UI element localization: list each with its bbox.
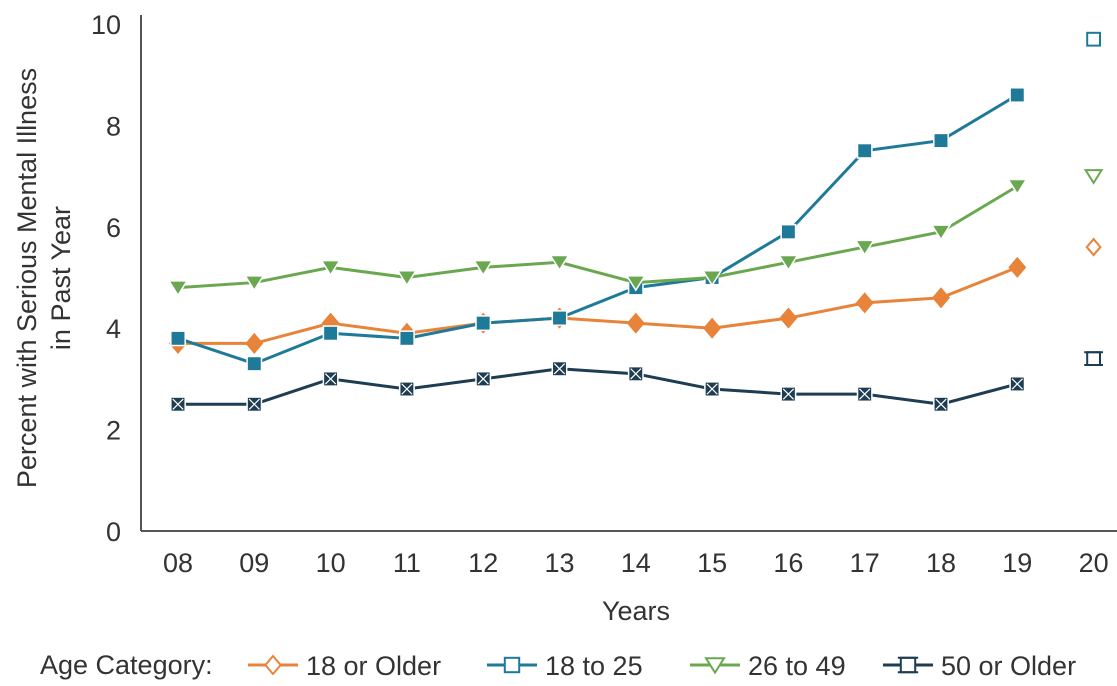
legend-label: 26 to 49 [748, 651, 846, 681]
data-point [703, 317, 722, 339]
data-point [627, 365, 644, 382]
data-point [398, 330, 415, 347]
data-point-2020 [1086, 31, 1101, 47]
data-point [322, 325, 339, 342]
series-3 [167, 169, 1104, 297]
data-point [320, 259, 341, 277]
series-line [178, 265, 1018, 345]
data-point [626, 312, 645, 334]
y-tick-label: 8 [106, 111, 121, 141]
legend-entry: 18 to 25 [487, 651, 643, 681]
x-tick-label: 18 [926, 548, 956, 578]
x-tick-label: 20 [1079, 548, 1109, 578]
data-point [551, 310, 568, 327]
data-point [475, 315, 492, 332]
x-tick-label: 14 [621, 548, 651, 578]
series-line [178, 367, 1018, 406]
data-point [704, 381, 721, 397]
x-tick-label: 16 [773, 548, 803, 578]
data-point [472, 259, 494, 277]
data-point [856, 142, 873, 159]
data-point [855, 292, 874, 314]
y-tick-label: 2 [106, 416, 121, 446]
data-point [246, 355, 263, 372]
legend-title: Age Category: [40, 650, 213, 680]
series-line [177, 184, 1019, 290]
data-point [930, 224, 952, 241]
x-tick-label: 09 [239, 548, 269, 578]
data-point [549, 254, 570, 272]
legend-label: 18 or Older [306, 651, 441, 681]
data-point [1009, 87, 1026, 103]
data-point [701, 270, 723, 287]
y-axis-title: Percent with Serious Mental Illness in P… [12, 68, 76, 488]
data-point [475, 370, 492, 387]
legend-swatch-marker [503, 656, 521, 674]
y-tick-label: 0 [106, 517, 121, 547]
x-tick-label: 19 [1002, 548, 1032, 578]
legend-swatch-marker [704, 657, 726, 675]
data-point [245, 332, 264, 354]
data-point [933, 132, 949, 149]
legend-entry: 18 or Older [248, 651, 441, 681]
data-point [1006, 178, 1028, 196]
data-point-2020 [1085, 237, 1102, 257]
legend-entry: 26 to 49 [690, 651, 846, 681]
series-4 [170, 351, 1103, 413]
data-point [779, 307, 798, 329]
data-point [854, 239, 876, 257]
series-line [177, 93, 1019, 366]
data-point [932, 287, 950, 309]
data-point [780, 223, 797, 240]
x-axis-title: Years [602, 596, 670, 626]
legend-swatch-marker [264, 654, 282, 676]
x-ticks: 08 09 10 11 12 13 14 15 16 17 18 19 20 [163, 548, 1109, 578]
series-layer [167, 31, 1104, 413]
data-point [170, 330, 186, 347]
data-point [396, 270, 418, 287]
data-point-2020 [1083, 169, 1104, 185]
legend: Age Category: 18 or Older 18 to 25 26 to 4… [40, 650, 1076, 681]
data-point [322, 370, 339, 387]
y-tick-label: 6 [106, 213, 121, 243]
data-point [551, 360, 568, 377]
data-point [780, 386, 797, 403]
data-point [778, 254, 799, 272]
data-point [625, 275, 647, 292]
legend-label: 50 or Older [941, 651, 1076, 681]
data-point [1008, 256, 1027, 278]
y-ticks: 0 2 4 6 8 10 [91, 10, 121, 547]
y-axis-title-line-2: in Past Year [46, 206, 76, 350]
data-point [1009, 376, 1026, 392]
data-point [167, 280, 189, 297]
data-point [933, 396, 949, 413]
x-tick-label: 17 [850, 548, 880, 578]
x-tick-label: 13 [544, 548, 574, 578]
series-1 [169, 237, 1102, 354]
x-tick-label: 11 [393, 548, 421, 578]
data-point [246, 396, 263, 413]
y-axis-title-line-1: Percent with Serious Mental Illness [12, 68, 42, 488]
y-tick-label: 10 [91, 10, 121, 40]
data-point [243, 275, 265, 292]
data-point [398, 381, 415, 397]
x-tick-label: 10 [316, 548, 346, 578]
legend-label: 18 to 25 [545, 651, 643, 681]
data-point [856, 386, 873, 403]
data-point-2020 [1084, 351, 1103, 367]
legend-swatch-marker [897, 656, 919, 674]
legend-entry: 50 or Older [883, 651, 1076, 681]
data-point [170, 396, 186, 413]
x-tick-label: 15 [697, 548, 727, 578]
x-tick-label: 12 [468, 548, 498, 578]
y-tick-label: 4 [106, 314, 121, 344]
x-tick-label: 08 [163, 548, 193, 578]
